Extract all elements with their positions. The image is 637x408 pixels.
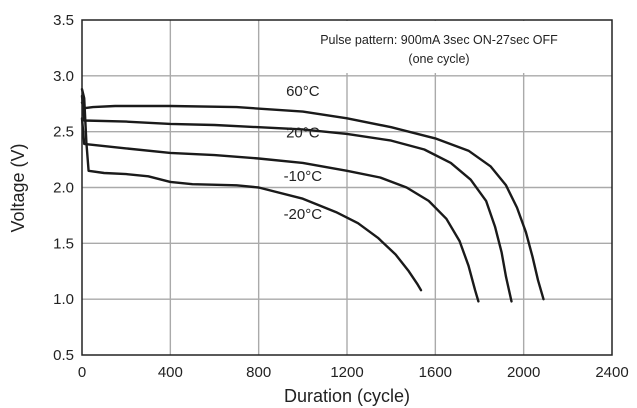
y-axis-label: Voltage (V) <box>8 143 28 232</box>
annotation-line2: (one cycle) <box>408 52 469 66</box>
plot-frame <box>81 19 613 356</box>
x-tick-label: 400 <box>158 364 183 381</box>
annotation-line1: Pulse pattern: 900mA 3sec ON-27sec OFF <box>320 33 558 47</box>
series-label-2: -10°C <box>284 168 323 185</box>
y-tick-label: 3.0 <box>53 68 74 85</box>
y-tick-label: 1.0 <box>53 291 74 308</box>
y-tick-label: 2.5 <box>53 124 74 141</box>
y-tick-label: 0.5 <box>53 347 74 364</box>
y-tick-label: 3.5 <box>53 12 74 29</box>
y-tick-label: 2.0 <box>53 180 74 197</box>
x-tick-labels: 0 400 800 1200 1600 2000 2400 <box>78 364 629 381</box>
series-line-0 <box>80 101 545 301</box>
x-tick-label: 2400 <box>595 364 628 381</box>
annotation-box <box>266 21 612 73</box>
series-line-2 <box>80 117 480 303</box>
series-line-3 <box>80 88 423 292</box>
x-tick-label: 800 <box>246 364 271 381</box>
x-tick-label: 2000 <box>507 364 540 381</box>
series-label-1: 20°C <box>286 124 320 141</box>
series-label-3: -20°C <box>284 206 323 223</box>
series-lines <box>80 88 545 303</box>
y-tick-label: 1.5 <box>53 235 74 252</box>
x-tick-label: 1200 <box>330 364 363 381</box>
y-tick-labels: 0.5 1.0 1.5 2.0 2.5 3.0 3.5 <box>53 12 74 364</box>
series-label-0: 60°C <box>286 83 320 100</box>
chart-grid <box>82 20 612 355</box>
x-tick-label: 0 <box>78 364 86 381</box>
x-axis-label: Duration (cycle) <box>284 386 410 406</box>
series-line-1 <box>80 94 513 303</box>
series-labels: 60°C 20°C -10°C -20°C <box>284 83 323 223</box>
x-tick-label: 1600 <box>419 364 452 381</box>
